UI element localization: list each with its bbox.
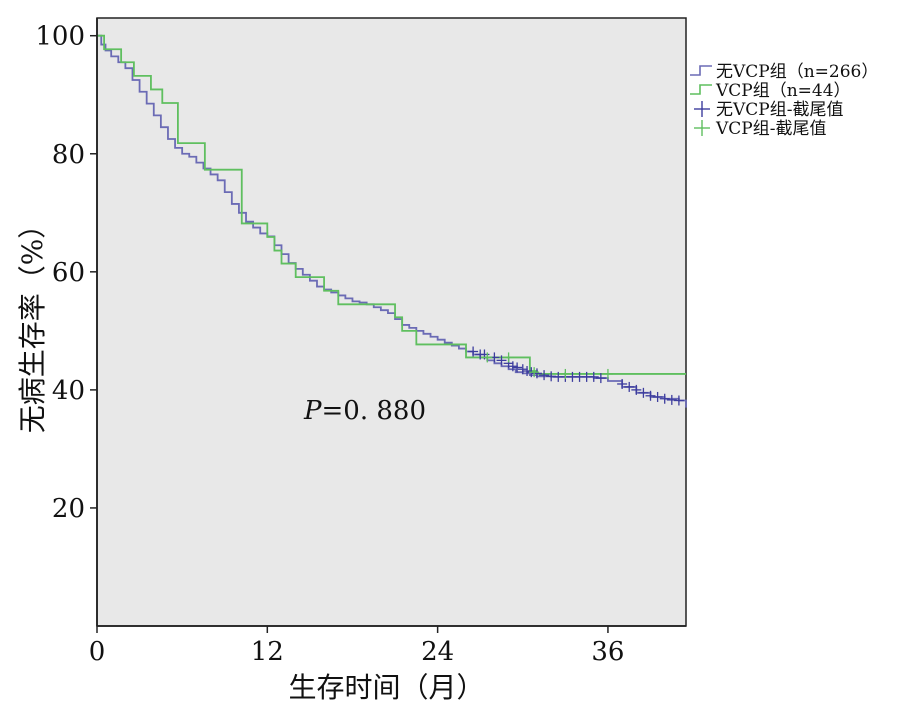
- censor-mark-0-29: [673, 395, 684, 406]
- y-tick-label-2: 60: [52, 258, 85, 288]
- censor-mark-1-0: [482, 352, 493, 363]
- censor-mark-1-4: [602, 368, 613, 379]
- censor-mark-0-24: [638, 387, 649, 398]
- censor-mark-1-2: [529, 367, 540, 378]
- y-tick-label-3: 80: [52, 140, 85, 170]
- censor-mark-1-1: [503, 352, 514, 363]
- censor-mark-0-21: [617, 378, 628, 389]
- legend-line-icon: [690, 84, 712, 95]
- p-value-annotation: P=0. 880: [303, 396, 426, 426]
- censor-mark-1-3: [560, 368, 571, 379]
- legend-label-0: 无VCP组（n=266）: [716, 62, 878, 82]
- censor-mark-0-9: [522, 365, 533, 376]
- censor-mark-0-22: [624, 381, 635, 392]
- axes-layer: [96, 18, 686, 627]
- legend-label-2: 无VCP组-截尾值: [716, 100, 843, 120]
- censor-mark-0-12: [539, 370, 550, 381]
- legend-item-1: VCP组（n=44）: [690, 81, 851, 101]
- y-tick-label-4: 100: [35, 22, 85, 52]
- censor-mark-0-4: [496, 355, 507, 366]
- legend-item-2: 无VCP组-截尾值: [694, 100, 843, 120]
- censor-mark-0-25: [645, 390, 656, 401]
- legend-label-1: VCP组（n=44）: [715, 81, 851, 101]
- censor-mark-0-0: [468, 346, 479, 357]
- legend-item-3: VCP组-截尾值: [694, 119, 826, 139]
- x-tick-label-2: 24: [421, 637, 454, 667]
- censor-mark-0-20: [595, 373, 606, 384]
- y-axis-title: 无病生存率（%）: [16, 211, 49, 434]
- censor-mark-0-8: [517, 364, 528, 375]
- ticks-layer: 20 40 60 80 100 0 12 24 36: [35, 22, 624, 667]
- legend-label-3: VCP组-截尾值: [715, 119, 826, 139]
- censor-mark-0-27: [659, 393, 670, 404]
- p-value-prefix: P: [303, 396, 322, 426]
- legend-item-0: 无VCP组（n=266）: [690, 62, 878, 82]
- censor-mark-0-19: [588, 371, 599, 382]
- p-value-text: =0. 880: [322, 396, 426, 426]
- censor-mark-0-26: [652, 391, 663, 402]
- series-line-1: [97, 34, 686, 375]
- censor-mark-0-7: [512, 362, 523, 373]
- legend-line-icon: [690, 65, 712, 76]
- censor-marks-layer: [468, 346, 684, 406]
- x-axis-title: 生存时间（月）: [288, 671, 484, 704]
- x-tick-label-3: 36: [591, 637, 624, 667]
- x-tick-label-0: 0: [89, 637, 106, 667]
- plot-area: [96, 17, 687, 627]
- y-tick-label-1: 40: [52, 376, 85, 406]
- x-tick-label-1: 12: [251, 637, 284, 667]
- censor-mark-0-23: [631, 384, 642, 395]
- censor-mark-0-6: [507, 361, 518, 372]
- y-tick-label-0: 20: [52, 494, 85, 524]
